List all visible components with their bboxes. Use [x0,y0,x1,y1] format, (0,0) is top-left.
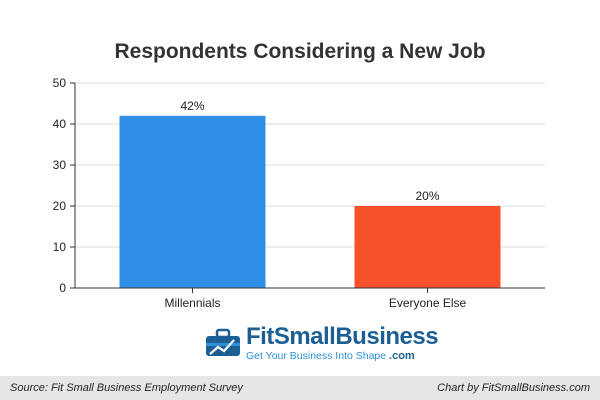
y-tick-label: 40 [53,117,67,131]
bar-chart: Respondents Considering a New Job 0 10 20 3… [53,40,545,310]
fitsmallbusiness-logo: FitSmallBusiness Get Your Business Into … [204,320,439,366]
footer-bar: Source: Fit Small Business Employment Su… [0,376,600,400]
logo-wordmark: FitSmallBusiness [246,322,439,350]
x-axis-categories: Millennials Everyone Else [164,288,467,310]
x-category-label: Millennials [164,296,220,310]
y-tick-label: 0 [59,281,66,295]
y-tick-label: 10 [53,240,67,254]
y-axis-ticks: 0 10 20 30 40 50 [53,76,75,295]
logo-tagline: Get Your Business Into Shape [246,349,387,362]
briefcase-icon [206,328,240,356]
bar-everyone-else [354,206,501,288]
logo-tagline-row: Get Your Business Into Shape .com [246,349,438,362]
y-tick-label: 20 [53,199,67,213]
data-labels: 42% 20% [180,99,439,203]
data-label: 42% [180,99,204,113]
source-note: Source: Fit Small Business Employment Su… [10,382,243,394]
bars [119,115,501,288]
y-tick-label: 30 [53,158,67,172]
data-label: 20% [415,189,439,203]
chart-title: Respondents Considering a New Job [114,40,485,63]
logo-domain: .com [389,349,415,362]
y-tick-label: 50 [53,76,67,90]
chart-credit: Chart by FitSmallBusiness.com [437,382,590,394]
x-category-label: Everyone Else [389,296,467,310]
bar-millennials [119,115,266,288]
